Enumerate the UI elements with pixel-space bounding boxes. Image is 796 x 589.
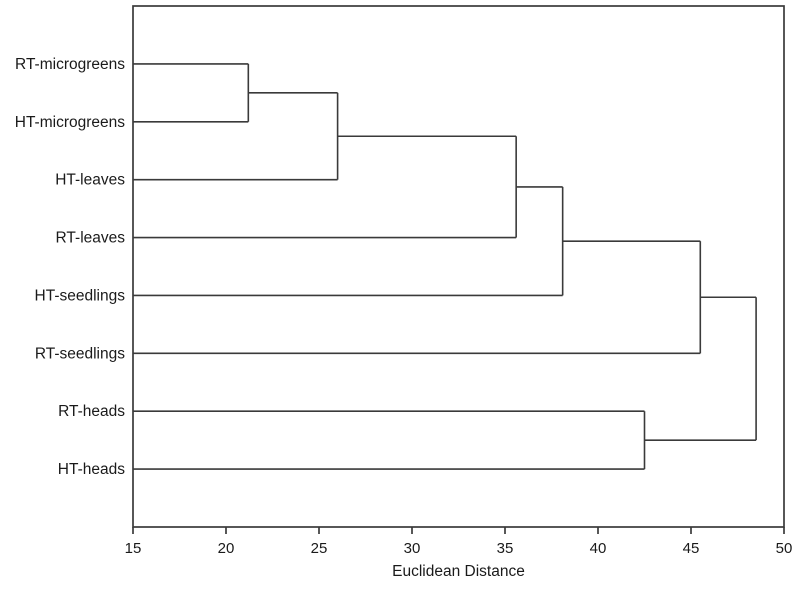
leaf-label: RT-leaves xyxy=(56,230,126,247)
axis-tick-label: 15 xyxy=(125,540,142,557)
axis-tick-label: 20 xyxy=(218,540,235,557)
leaf-label: HT-leaves xyxy=(55,172,125,189)
leaf-label: HT-seedlings xyxy=(35,287,126,304)
axis-tick-label: 40 xyxy=(590,540,607,557)
x-axis-title: Euclidean Distance xyxy=(392,563,525,580)
axis-tick-label: 45 xyxy=(683,540,700,557)
leaf-label: RT-seedlings xyxy=(35,345,125,362)
leaf-label: HT-heads xyxy=(58,461,125,478)
axis-tick-label: 25 xyxy=(311,540,328,557)
leaf-label: RT-microgreens xyxy=(15,56,125,73)
leaf-label: RT-heads xyxy=(58,403,125,420)
plot-border xyxy=(132,5,785,528)
axis-tick-label: 35 xyxy=(497,540,514,557)
axis-tick-label: 30 xyxy=(404,540,421,557)
axis-tick-label: 50 xyxy=(776,540,793,557)
leaf-label: HT-microgreens xyxy=(15,114,125,131)
